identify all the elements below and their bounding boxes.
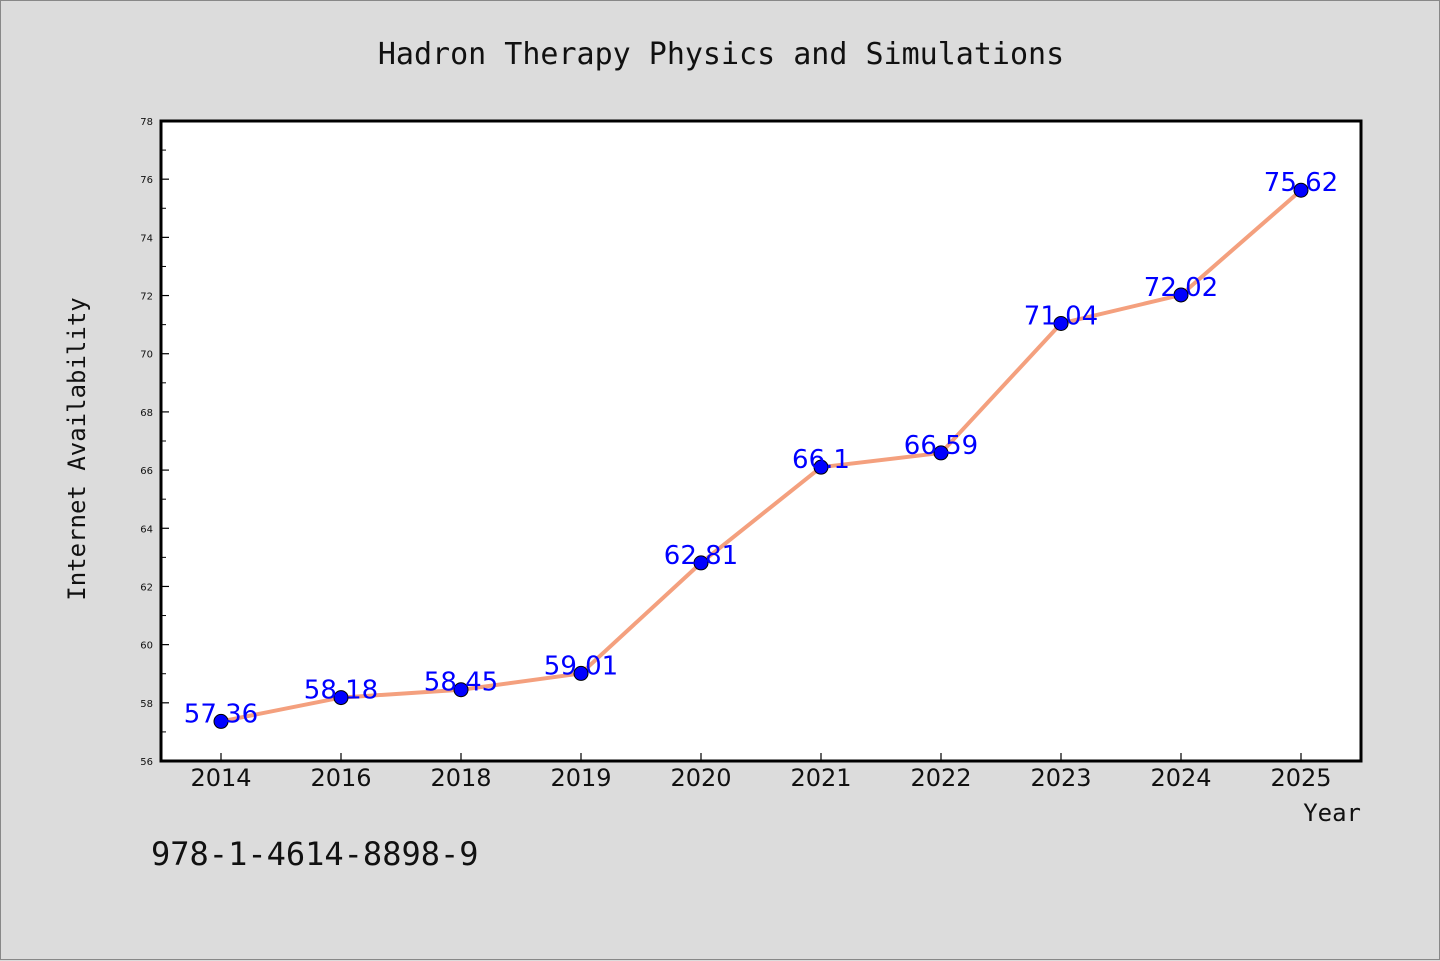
y-tick-label: 66: [140, 466, 153, 477]
x-tick-label: 2025: [1270, 764, 1331, 792]
x-tick-label: 2023: [1030, 764, 1091, 792]
data-point: [453, 682, 469, 698]
data-point: [1293, 182, 1309, 198]
x-tick-label: 2024: [1150, 764, 1211, 792]
x-tick-label: 2018: [430, 764, 491, 792]
y-axis-label: Internet Availability: [63, 297, 91, 600]
x-tick-label: 2014: [190, 764, 251, 792]
x-axis-label: Year: [1303, 799, 1361, 827]
data-labels-group: 57.36 58.18 58.45 59.01 62.81 66.1 66.59 71.04 7…: [184, 168, 1338, 729]
y-tick-label: 74: [140, 233, 153, 244]
data-label: 66.59: [904, 431, 978, 461]
x-tick-label: 2020: [670, 764, 731, 792]
isbn-text: 978-1-4614-8898-9: [151, 835, 479, 873]
series-line: [220, 188, 1303, 724]
data-point: [573, 665, 589, 681]
data-point: [933, 445, 949, 461]
chart-title: Hadron Therapy Physics and Simulations: [378, 37, 1064, 72]
data-point: [1053, 315, 1069, 331]
y-tick-label: 62: [140, 582, 153, 593]
data-point: [813, 459, 829, 475]
y-tick-label: 70: [140, 350, 153, 361]
y-tick-label: 72: [140, 292, 153, 303]
data-label: 57.36: [184, 699, 258, 729]
data-label: 58.45: [424, 668, 498, 698]
y-tick-label: 68: [140, 408, 153, 419]
x-axis-ticks: 2014 2016 2018 2019 2020 2021 2022 2023 2024 2025: [190, 753, 1332, 792]
plot-border: [159, 119, 1363, 763]
y-tick-label: 64: [140, 524, 153, 535]
data-label: 62.81: [664, 541, 738, 571]
x-tick-label: 2021: [790, 764, 851, 792]
data-label: 71.04: [1024, 301, 1098, 331]
data-label: 72.02: [1144, 273, 1218, 303]
x-tick-label: 2022: [910, 764, 971, 792]
y-axis-ticks: 56 58 60 62 64 66 68 70 72 74 76 78: [140, 117, 169, 768]
data-label: 58.18: [304, 676, 378, 706]
y-tick-label: 76: [140, 175, 153, 186]
data-label: 59.01: [544, 651, 618, 681]
data-point: [333, 690, 349, 706]
y-tick-label: 58: [140, 699, 153, 710]
data-label: 75.62: [1264, 168, 1338, 198]
y-tick-label: 78: [140, 117, 153, 128]
series-line-group: [213, 182, 1309, 729]
data-point: [693, 555, 709, 571]
data-point: [213, 713, 229, 729]
y-tick-label: 60: [140, 641, 153, 652]
x-tick-label: 2019: [550, 764, 611, 792]
y-tick-label: 56: [140, 757, 153, 768]
data-point: [1173, 287, 1189, 303]
x-tick-label: 2016: [310, 764, 371, 792]
data-label: 66.1: [792, 445, 850, 475]
plot-area: [161, 121, 1361, 761]
